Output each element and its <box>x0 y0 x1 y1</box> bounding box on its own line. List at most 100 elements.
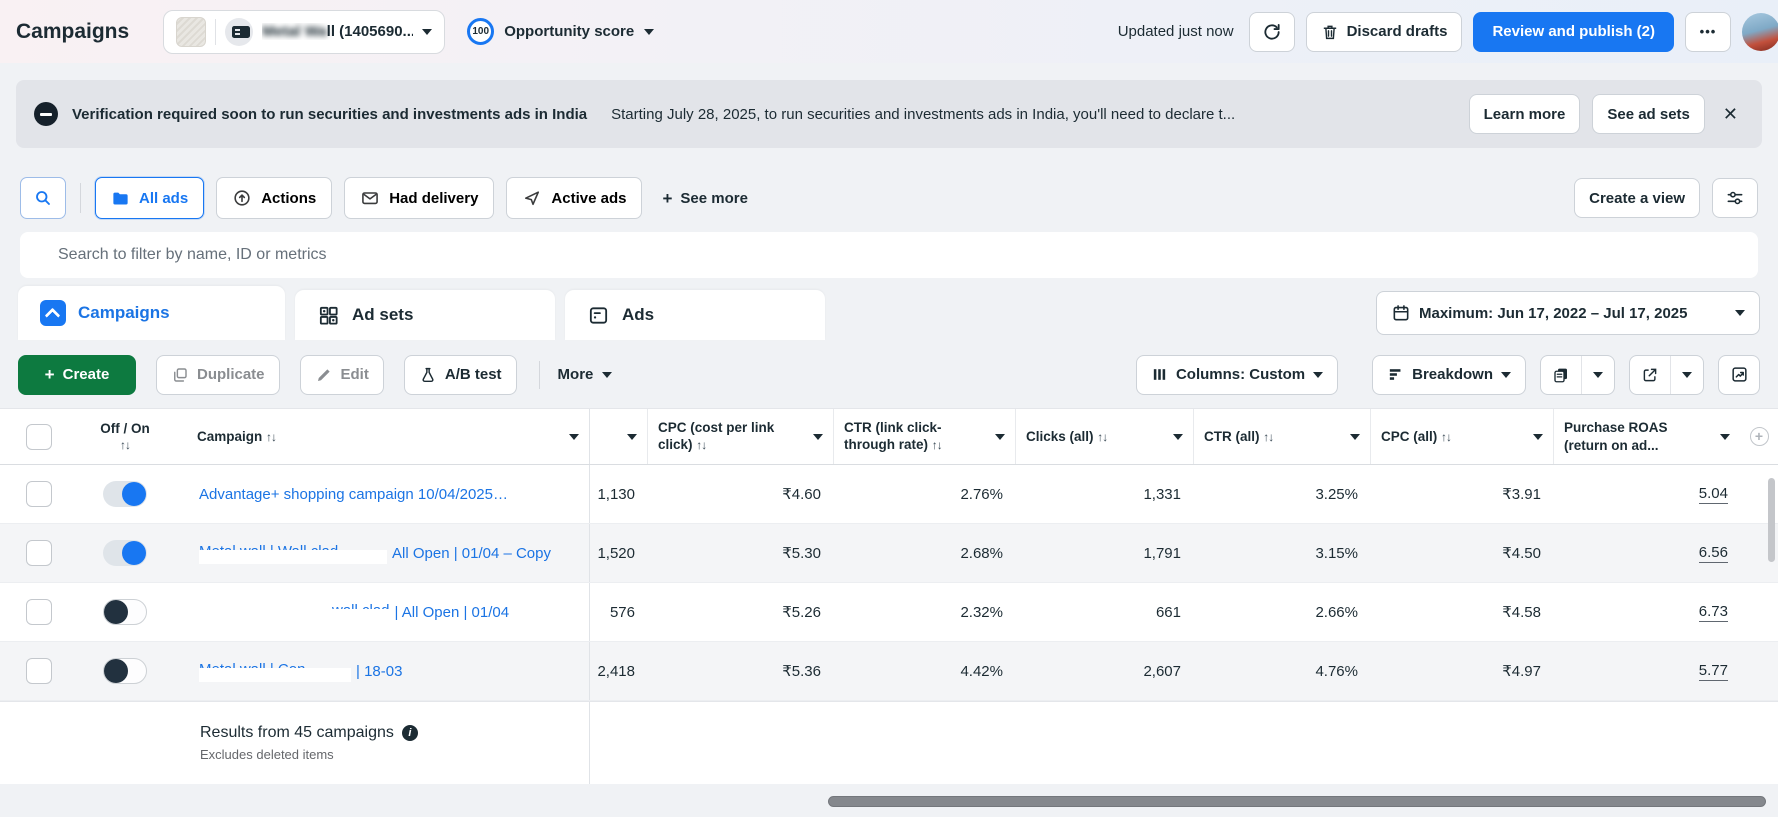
discard-drafts-button[interactable]: Discard drafts <box>1305 11 1463 52</box>
tab-ads[interactable]: Ads <box>565 290 825 340</box>
tab-campaigns[interactable]: Campaigns <box>18 286 285 340</box>
create-button[interactable]: + Create <box>18 354 136 395</box>
search-input[interactable] <box>20 232 1758 278</box>
ellipsis-icon: ••• <box>1699 24 1717 39</box>
opportunity-score[interactable]: 100 Opportunity score <box>467 18 655 45</box>
export-split-button <box>1629 354 1704 395</box>
filter-settings-button[interactable] <box>1712 178 1758 218</box>
charts-button[interactable] <box>1718 354 1760 395</box>
filter-chip-actions[interactable]: Actions <box>216 177 333 219</box>
more-options-button[interactable]: ••• <box>1685 11 1731 52</box>
duplicate-button[interactable]: Duplicate <box>156 354 280 395</box>
divider <box>80 183 81 213</box>
header-off-on[interactable]: Off / On ↑↓ <box>100 421 150 452</box>
table-row: Metal wall | Wall clad All Open | 01/04 … <box>0 524 1778 583</box>
table-row: Advantage+ shopping campaign 10/04/2025…… <box>0 465 1778 524</box>
cell-purchase-roas[interactable]: 6.73 <box>1698 602 1728 622</box>
cell-ctr-link: 4.42% <box>960 662 1003 680</box>
campaign-toggle[interactable] <box>103 599 147 625</box>
account-selector[interactable]: Metal Wall (1405690... <box>163 9 446 54</box>
close-icon[interactable]: ✕ <box>1717 98 1744 131</box>
header-truncated-column[interactable] <box>590 409 647 464</box>
select-all-checkbox[interactable] <box>26 423 52 450</box>
cell-ctr-all: 2.66% <box>1315 603 1358 621</box>
header-campaign[interactable]: Campaign ↑↓ <box>187 409 590 464</box>
filter-chip-all-ads[interactable]: All ads <box>95 177 205 219</box>
horizontal-scrollbar[interactable] <box>828 796 1766 807</box>
cell-ctr-link: 2.76% <box>960 485 1003 503</box>
campaign-link[interactable]: All Open | 01/04 – Copy <box>392 544 551 562</box>
review-publish-button[interactable]: Review and publish (2) <box>1473 11 1674 52</box>
header-purchase-roas[interactable]: Purchase ROAS (return on ad... <box>1553 409 1740 464</box>
add-column-cell <box>1740 409 1778 464</box>
header-cpc-link[interactable]: CPC (cost per link click) ↑↓ <box>647 409 833 464</box>
redacted-text: Metal wall | Con <box>199 661 351 682</box>
vertical-scrollbar[interactable] <box>1768 478 1775 562</box>
reports-icon <box>1554 368 1567 382</box>
chevron-down-icon <box>1533 433 1543 440</box>
table-header-row: Off / On ↑↓ Campaign ↑↓ CPC (cost per li… <box>0 408 1778 465</box>
campaign-link[interactable]: Advantage+ shopping campaign 10/04/2025… <box>199 485 508 503</box>
export-button[interactable] <box>1630 356 1670 394</box>
add-column-icon[interactable] <box>1749 427 1769 446</box>
see-more-button[interactable]: + See more <box>662 188 748 208</box>
user-avatar[interactable] <box>1742 12 1778 51</box>
divider <box>215 18 217 45</box>
reports-button[interactable] <box>1541 356 1581 394</box>
refresh-button[interactable] <box>1248 11 1295 52</box>
plus-icon: + <box>44 365 55 384</box>
sort-icon: ↑↓ <box>931 438 943 453</box>
header-ctr-all[interactable]: CTR (all) ↑↓ <box>1193 409 1370 464</box>
campaign-link[interactable]: | All Open | 01/04 <box>394 603 510 621</box>
create-view-button[interactable]: Create a view <box>1574 178 1700 218</box>
date-range-selector[interactable]: Maximum: Jun 17, 2022 – Jul 17, 2025 <box>1376 291 1760 335</box>
level-tabs-row: Campaigns Ad sets Ads <box>0 286 1778 340</box>
sort-icon: ↑↓ <box>1263 429 1274 444</box>
cell-clicks-all: 661 <box>1155 603 1181 621</box>
banner-title: Verification required soon to run securi… <box>72 105 588 123</box>
chevron-down-icon <box>1501 371 1511 378</box>
filter-chip-had-delivery[interactable]: Had delivery <box>344 177 495 219</box>
edit-button[interactable]: Edit <box>299 354 384 395</box>
row-checkbox[interactable] <box>26 658 52 684</box>
campaign-toggle[interactable] <box>103 658 147 684</box>
search-filter-button[interactable] <box>20 177 66 219</box>
info-icon[interactable] <box>401 725 418 741</box>
campaign-toggle[interactable] <box>103 481 147 507</box>
cell-clicks-all: 1,791 <box>1143 544 1181 562</box>
row-checkbox[interactable] <box>26 599 52 625</box>
action-toolbar: + Create Duplicate Edit A/B test More <box>0 352 1778 397</box>
campaigns-folder-icon <box>40 300 66 326</box>
chevron-down-icon <box>422 28 433 35</box>
learn-more-button[interactable]: Learn more <box>1468 94 1581 134</box>
row-checkbox[interactable] <box>26 540 52 566</box>
updated-status: Updated just now <box>1117 23 1234 40</box>
columns-button[interactable]: Columns: Custom <box>1135 354 1339 395</box>
account-thumbnail <box>176 16 207 47</box>
cell-purchase-roas[interactable]: 5.77 <box>1698 661 1728 681</box>
cell-results: 1,130 <box>597 485 635 503</box>
reports-split-button <box>1540 354 1615 395</box>
plus-icon: + <box>662 188 673 208</box>
redacted-text: Metal wall | Wall clad <box>199 543 387 564</box>
campaign-link[interactable]: | 18-03 <box>356 662 403 680</box>
cell-purchase-roas[interactable]: 6.56 <box>1698 543 1728 563</box>
chevron-down-icon <box>1720 433 1730 440</box>
banner-message: Starting July 28, 2025, to run securitie… <box>611 105 1236 123</box>
ab-test-button[interactable]: A/B test <box>403 354 517 395</box>
filter-chip-active-ads[interactable]: Active ads <box>506 177 643 219</box>
campaign-toggle[interactable] <box>103 540 147 566</box>
tab-ad-sets[interactable]: Ad sets <box>295 290 555 340</box>
header-clicks-all[interactable]: Clicks (all) ↑↓ <box>1015 409 1193 464</box>
more-button[interactable]: More <box>558 366 613 383</box>
reports-dropdown-button[interactable] <box>1581 355 1614 394</box>
header-cpc-all[interactable]: CPC (all) ↑↓ <box>1370 409 1553 464</box>
breakdown-button[interactable]: Breakdown <box>1372 354 1526 395</box>
export-dropdown-button[interactable] <box>1670 355 1703 394</box>
chart-icon <box>1731 367 1747 382</box>
cell-purchase-roas[interactable]: 5.04 <box>1698 484 1728 504</box>
row-checkbox[interactable] <box>26 481 52 507</box>
results-summary: Results from 45 campaigns <box>200 724 394 741</box>
header-ctr-link[interactable]: CTR (link click-through rate) ↑↓ <box>833 409 1015 464</box>
see-ad-sets-button[interactable]: See ad sets <box>1592 94 1705 134</box>
